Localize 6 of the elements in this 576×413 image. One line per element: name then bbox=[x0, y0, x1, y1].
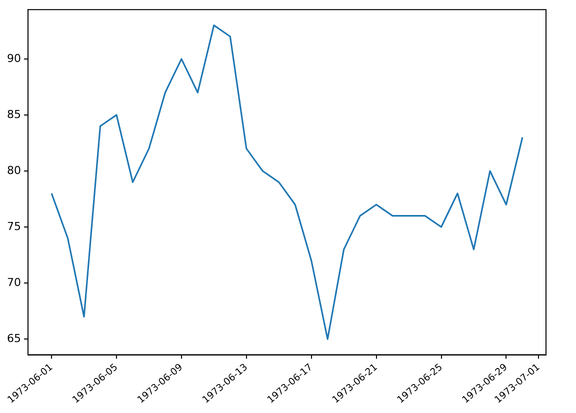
y-tick-label: 65 bbox=[6, 332, 21, 345]
y-tick-label: 75 bbox=[6, 220, 21, 233]
y-tick-label: 90 bbox=[6, 52, 21, 65]
y-tick-label: 85 bbox=[6, 108, 21, 121]
y-tick-label: 80 bbox=[6, 164, 21, 177]
y-tick-label: 70 bbox=[6, 276, 21, 289]
